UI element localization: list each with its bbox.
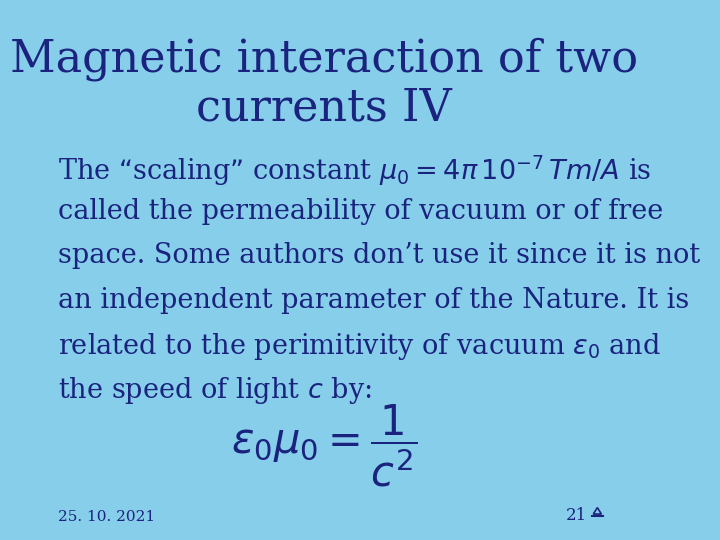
Text: $\varepsilon_0 \mu_0 = \dfrac{1}{c^2}$: $\varepsilon_0 \mu_0 = \dfrac{1}{c^2}$ [231, 402, 418, 489]
Text: 21: 21 [566, 507, 588, 524]
Text: an independent parameter of the Nature. It is: an independent parameter of the Nature. … [58, 287, 690, 314]
Text: currents IV: currents IV [197, 86, 452, 130]
Text: called the permeability of vacuum or of free: called the permeability of vacuum or of … [58, 198, 663, 225]
Text: 25. 10. 2021: 25. 10. 2021 [58, 510, 156, 524]
Text: space. Some authors don’t use it since it is not: space. Some authors don’t use it since i… [58, 242, 701, 269]
Text: Magnetic interaction of two: Magnetic interaction of two [10, 38, 639, 82]
Text: related to the perimitivity of vacuum $\varepsilon_0$ and: related to the perimitivity of vacuum $\… [58, 331, 661, 362]
Text: The “scaling” constant $\mu_0 = 4\pi\, 10^{-7}\, Tm/A$ is: The “scaling” constant $\mu_0 = 4\pi\, 1… [58, 154, 652, 188]
Text: the speed of light $c$ by:: the speed of light $c$ by: [58, 375, 372, 406]
